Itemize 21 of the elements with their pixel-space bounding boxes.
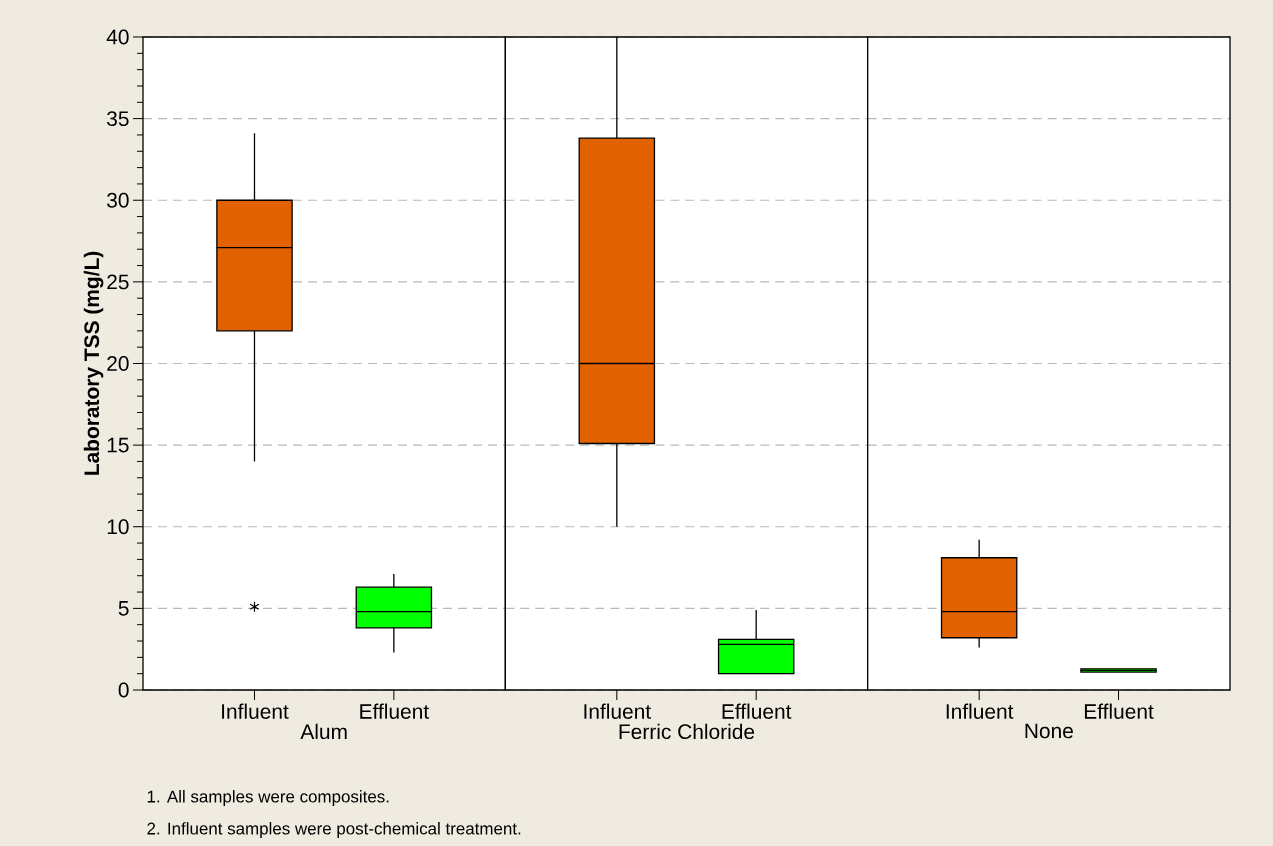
x-tick-label: Influent [584,703,651,719]
y-tick-label: 10 [107,519,129,535]
x-axis-title: Alum [300,723,347,740]
x-tick-label: Effluent [1084,703,1154,719]
x-axis-title: Ferric Chloride [619,723,755,740]
y-tick-label: 40 [106,29,129,45]
text: 1. All samples were composites. [147,790,389,806]
x-tick-label: Influent [222,703,289,719]
y-tick-label: 30 [107,192,129,208]
x-axis-title: None [1025,723,1073,739]
y-tick-label: 15 [107,437,129,453]
y-tick-label: 25 [107,274,129,290]
y-tick-label: 5 [118,601,129,616]
y-axis-title: Laboratory TSS (mg/L) [83,251,104,475]
text: 2. Influent samples were post-chemical treatment. [147,822,521,838]
y-tick-label: 20 [107,356,129,371]
y-tick-label: 35 [107,111,129,127]
y-tick-label: 0 [118,682,129,698]
x-tick-label: Influent [946,703,1014,719]
x-tick-label: Effluent [722,703,792,719]
x-tick-label: Effluent [360,703,429,719]
